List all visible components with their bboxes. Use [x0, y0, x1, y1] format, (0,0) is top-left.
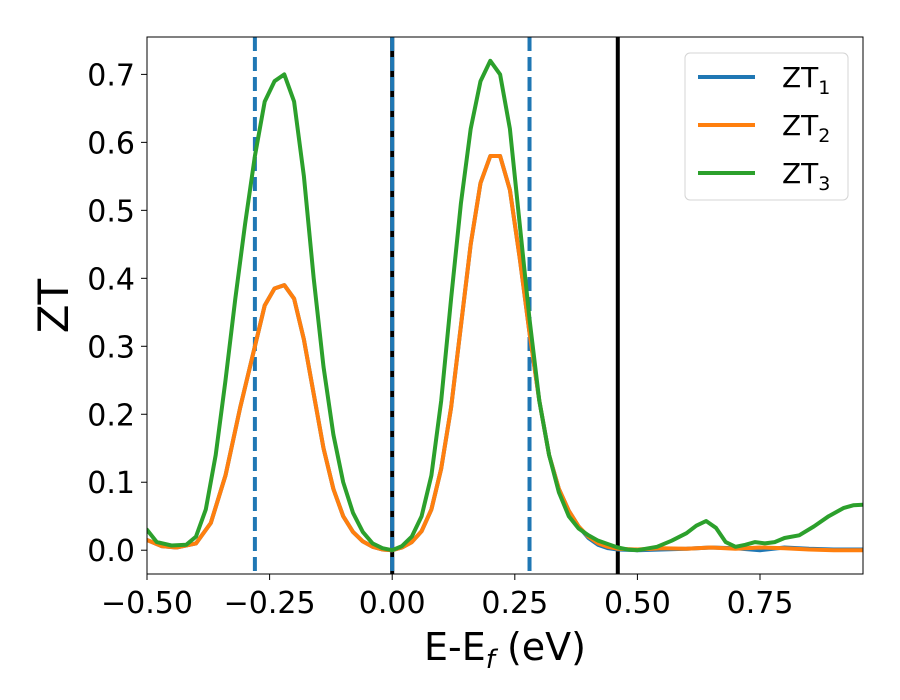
y-tick-label: 0.1	[87, 466, 135, 501]
x-tick-label: −0.25	[224, 586, 316, 621]
x-tick-label: 0.25	[481, 586, 548, 621]
legend-label-1: ZT1	[782, 61, 830, 99]
x-axis-label: E-Ef (eV)	[424, 625, 586, 675]
y-tick-label: 0.4	[87, 262, 135, 297]
series-lines	[147, 58, 863, 553]
y-axis-label: ZT	[29, 278, 78, 333]
plot-frame	[146, 36, 864, 575]
y-tick-label: 0.3	[87, 330, 135, 365]
x-tick-label: 0.75	[727, 586, 794, 621]
vertical-reference-lines	[252, 37, 620, 574]
y-tick-label: 0.5	[87, 194, 135, 229]
y-tick-label: 0.6	[87, 126, 135, 161]
y-tick-label: 0.2	[87, 398, 135, 433]
legend-label-3: ZT3	[782, 157, 830, 195]
legend-entries: ZT1 ZT2 ZT3	[698, 61, 830, 195]
y-axis-ticks: 0.0 0.1 0.2 0.3 0.4 0.5 0.6 0.7	[87, 58, 147, 569]
legend: ZT1 ZT2 ZT3	[684, 52, 849, 201]
x-tick-label: 0.50	[604, 586, 671, 621]
legend-label-2: ZT2	[782, 109, 830, 147]
x-axis-ticks: −0.50 −0.25 0.00 0.25 0.50 0.75	[101, 574, 793, 621]
legend-box	[684, 52, 849, 201]
x-tick-label: 0.00	[359, 586, 426, 621]
x-tick-label: −0.50	[101, 586, 193, 621]
y-tick-label: 0.7	[87, 58, 135, 93]
series-line-3	[147, 58, 863, 553]
y-tick-label: 0.0	[87, 534, 135, 569]
